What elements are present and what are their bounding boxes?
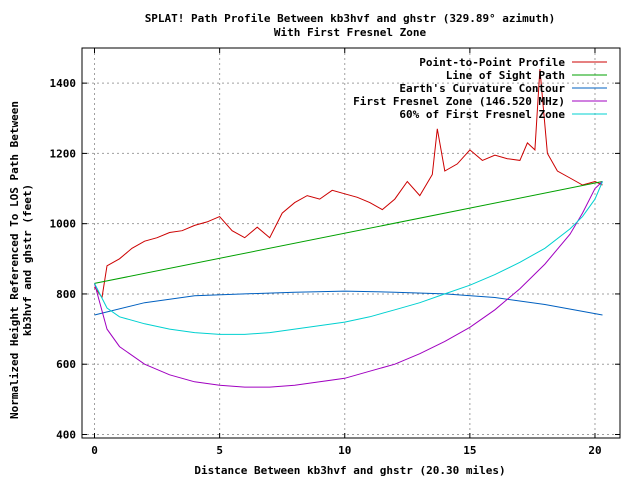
y-tick-label: 400: [56, 428, 76, 441]
x-tick-label: 10: [338, 444, 351, 457]
legend-label: First Fresnel Zone (146.520 MHz): [353, 95, 565, 108]
series-line-earth-s-curvature-contour: [94, 290, 603, 316]
y-axis-label-line2: kb3hvf and ghstr (feet): [21, 184, 34, 336]
y-tick-label: 800: [56, 288, 76, 301]
y-axis-label: Normalized Height Referenced To LOS Path…: [8, 101, 21, 419]
y-tick-label: 1400: [50, 77, 77, 90]
x-tick-label: 0: [91, 444, 98, 457]
chart-subtitle: With First Fresnel Zone: [274, 26, 427, 39]
chart-title: SPLAT! Path Profile Between kb3hvf and g…: [145, 12, 556, 25]
series-line-first-fresnel-zone-146-520-mhz: [94, 181, 603, 388]
x-tick-label: 15: [463, 444, 476, 457]
legend-label: Point-to-Point Profile: [419, 56, 565, 69]
x-tick-label: 5: [216, 444, 223, 457]
legend-label: Line of Sight Path: [446, 69, 565, 82]
y-tick-label: 1000: [50, 218, 77, 231]
series-layer: [94, 69, 603, 388]
legend-label: 60% of First Fresnel Zone: [399, 108, 565, 121]
plot-frame: [81, 47, 621, 439]
axis-ticks: 0 5 10 15 20 400 600 800 1000 1200 1400: [50, 48, 620, 457]
series-line-60-of-first-fresnel-zone: [94, 181, 603, 335]
x-axis-label: Distance Between kb3hvf and ghstr (20.30…: [194, 464, 505, 477]
y-tick-label: 1200: [50, 147, 77, 160]
x-tick-label: 20: [588, 444, 601, 457]
series-line-line-of-sight-path: [94, 181, 603, 284]
series-line-point-to-point-profile: [94, 69, 603, 299]
legend-label: Earth's Curvature Contour: [399, 82, 565, 95]
grid-lines: [82, 48, 620, 438]
y-tick-label: 600: [56, 358, 76, 371]
